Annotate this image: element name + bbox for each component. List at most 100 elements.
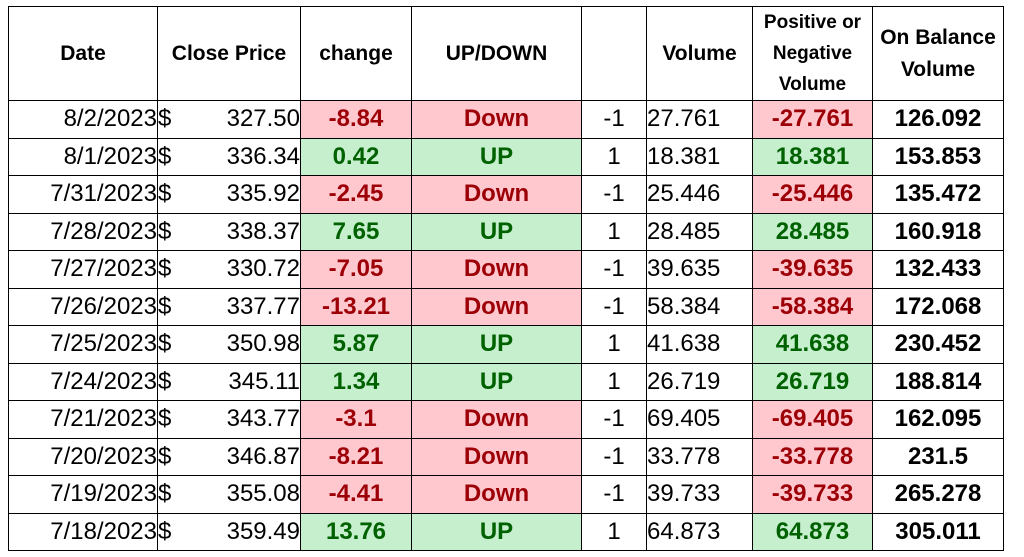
cell-date[interactable]: 7/26/2023 bbox=[8, 287, 158, 326]
cell-date[interactable]: 8/2/2023 bbox=[8, 100, 158, 139]
cell-close-price[interactable]: $337.77 bbox=[157, 287, 301, 326]
cell-change[interactable]: -13.21 bbox=[300, 287, 412, 326]
cell-close-price[interactable]: $343.77 bbox=[157, 400, 301, 439]
cell-pos-neg-volume[interactable]: -39.635 bbox=[752, 250, 873, 289]
cell-pos-neg-volume[interactable]: -33.778 bbox=[752, 437, 873, 476]
cell-change[interactable]: -3.1 bbox=[300, 400, 412, 439]
cell-close-price[interactable]: $335.92 bbox=[157, 175, 301, 214]
cell-volume[interactable]: 39.635 bbox=[646, 250, 753, 289]
cell-up-down[interactable]: Down bbox=[411, 175, 582, 214]
cell-obv[interactable]: 305.011 bbox=[872, 512, 1004, 551]
cell-change[interactable]: 0.42 bbox=[300, 137, 412, 176]
cell-obv[interactable]: 132.433 bbox=[872, 250, 1004, 289]
cell-obv[interactable]: 172.068 bbox=[872, 287, 1004, 326]
cell-volume[interactable]: 41.638 bbox=[646, 325, 753, 364]
cell-up-down[interactable]: UP bbox=[411, 362, 582, 401]
cell-date[interactable]: 7/19/2023 bbox=[8, 475, 158, 514]
cell-pos-neg-volume[interactable]: -25.446 bbox=[752, 175, 873, 214]
cell-up-down[interactable]: UP bbox=[411, 512, 582, 551]
header-date[interactable]: Date bbox=[8, 6, 158, 101]
cell-change[interactable]: -4.41 bbox=[300, 475, 412, 514]
cell-volume[interactable]: 27.761 bbox=[646, 100, 753, 139]
cell-close-price[interactable]: $330.72 bbox=[157, 250, 301, 289]
cell-pos-neg-volume[interactable]: -58.384 bbox=[752, 287, 873, 326]
cell-sign[interactable]: 1 bbox=[581, 212, 647, 251]
cell-obv[interactable]: 230.452 bbox=[872, 325, 1004, 364]
cell-close-price[interactable]: $355.08 bbox=[157, 475, 301, 514]
cell-date[interactable]: 7/18/2023 bbox=[8, 512, 158, 551]
cell-change[interactable]: 5.87 bbox=[300, 325, 412, 364]
cell-change[interactable]: -8.84 bbox=[300, 100, 412, 139]
cell-volume[interactable]: 25.446 bbox=[646, 175, 753, 214]
cell-pos-neg-volume[interactable]: 18.381 bbox=[752, 137, 873, 176]
cell-up-down[interactable]: UP bbox=[411, 212, 582, 251]
cell-close-price[interactable]: $350.98 bbox=[157, 325, 301, 364]
cell-volume[interactable]: 64.873 bbox=[646, 512, 753, 551]
cell-obv[interactable]: 231.5 bbox=[872, 437, 1004, 476]
cell-close-price[interactable]: $336.34 bbox=[157, 137, 301, 176]
cell-up-down[interactable]: Down bbox=[411, 400, 582, 439]
cell-pos-neg-volume[interactable]: -27.761 bbox=[752, 100, 873, 139]
cell-sign[interactable]: -1 bbox=[581, 100, 647, 139]
cell-obv[interactable]: 160.918 bbox=[872, 212, 1004, 251]
cell-up-down[interactable]: Down bbox=[411, 475, 582, 514]
cell-sign[interactable]: 1 bbox=[581, 512, 647, 551]
cell-sign[interactable]: 1 bbox=[581, 362, 647, 401]
cell-date[interactable]: 8/1/2023 bbox=[8, 137, 158, 176]
cell-close-price[interactable]: $338.37 bbox=[157, 212, 301, 251]
cell-pos-neg-volume[interactable]: -39.733 bbox=[752, 475, 873, 514]
cell-volume[interactable]: 58.384 bbox=[646, 287, 753, 326]
header-volume[interactable]: Volume bbox=[646, 6, 753, 101]
cell-pos-neg-volume[interactable]: -69.405 bbox=[752, 400, 873, 439]
cell-date[interactable]: 7/24/2023 bbox=[8, 362, 158, 401]
cell-close-price[interactable]: $359.49 bbox=[157, 512, 301, 551]
cell-sign[interactable]: -1 bbox=[581, 437, 647, 476]
cell-date[interactable]: 7/28/2023 bbox=[8, 212, 158, 251]
cell-pos-neg-volume[interactable]: 64.873 bbox=[752, 512, 873, 551]
cell-volume[interactable]: 69.405 bbox=[646, 400, 753, 439]
cell-date[interactable]: 7/20/2023 bbox=[8, 437, 158, 476]
cell-change[interactable]: -2.45 bbox=[300, 175, 412, 214]
cell-pos-neg-volume[interactable]: 28.485 bbox=[752, 212, 873, 251]
cell-up-down[interactable]: Down bbox=[411, 437, 582, 476]
cell-change[interactable]: 1.34 bbox=[300, 362, 412, 401]
cell-change[interactable]: -7.05 bbox=[300, 250, 412, 289]
header-obv[interactable]: On Balance Volume bbox=[872, 6, 1004, 101]
cell-up-down[interactable]: Down bbox=[411, 100, 582, 139]
cell-volume[interactable]: 26.719 bbox=[646, 362, 753, 401]
cell-sign[interactable]: -1 bbox=[581, 250, 647, 289]
cell-close-price[interactable]: $327.50 bbox=[157, 100, 301, 139]
header-pos-neg-volume[interactable]: Positive or Negative Volume bbox=[752, 6, 873, 101]
cell-sign[interactable]: 1 bbox=[581, 137, 647, 176]
cell-date[interactable]: 7/21/2023 bbox=[8, 400, 158, 439]
cell-volume[interactable]: 33.778 bbox=[646, 437, 753, 476]
cell-volume[interactable]: 28.485 bbox=[646, 212, 753, 251]
cell-obv[interactable]: 126.092 bbox=[872, 100, 1004, 139]
cell-obv[interactable]: 153.853 bbox=[872, 137, 1004, 176]
cell-obv[interactable]: 135.472 bbox=[872, 175, 1004, 214]
cell-up-down[interactable]: Down bbox=[411, 287, 582, 326]
header-up-down[interactable]: UP/DOWN bbox=[411, 6, 582, 101]
cell-obv[interactable]: 188.814 bbox=[872, 362, 1004, 401]
cell-up-down[interactable]: Down bbox=[411, 250, 582, 289]
cell-obv[interactable]: 162.095 bbox=[872, 400, 1004, 439]
cell-pos-neg-volume[interactable]: 26.719 bbox=[752, 362, 873, 401]
cell-close-price[interactable]: $346.87 bbox=[157, 437, 301, 476]
cell-up-down[interactable]: UP bbox=[411, 325, 582, 364]
cell-pos-neg-volume[interactable]: 41.638 bbox=[752, 325, 873, 364]
cell-sign[interactable]: 1 bbox=[581, 325, 647, 364]
cell-change[interactable]: 13.76 bbox=[300, 512, 412, 551]
header-close-price[interactable]: Close Price bbox=[157, 6, 301, 101]
header-change[interactable]: change bbox=[300, 6, 412, 101]
cell-date[interactable]: 7/25/2023 bbox=[8, 325, 158, 364]
cell-obv[interactable]: 265.278 bbox=[872, 475, 1004, 514]
cell-sign[interactable]: -1 bbox=[581, 287, 647, 326]
cell-close-price[interactable]: $345.11 bbox=[157, 362, 301, 401]
cell-volume[interactable]: 39.733 bbox=[646, 475, 753, 514]
cell-volume[interactable]: 18.381 bbox=[646, 137, 753, 176]
cell-sign[interactable]: -1 bbox=[581, 175, 647, 214]
cell-date[interactable]: 7/27/2023 bbox=[8, 250, 158, 289]
header-sign[interactable] bbox=[581, 6, 647, 101]
cell-change[interactable]: -8.21 bbox=[300, 437, 412, 476]
cell-sign[interactable]: -1 bbox=[581, 475, 647, 514]
